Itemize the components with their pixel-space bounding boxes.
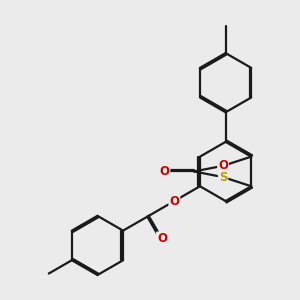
- Text: O: O: [218, 159, 228, 172]
- Text: O: O: [157, 232, 167, 245]
- Text: S: S: [219, 171, 227, 184]
- Text: O: O: [169, 194, 179, 208]
- Text: O: O: [159, 165, 170, 178]
